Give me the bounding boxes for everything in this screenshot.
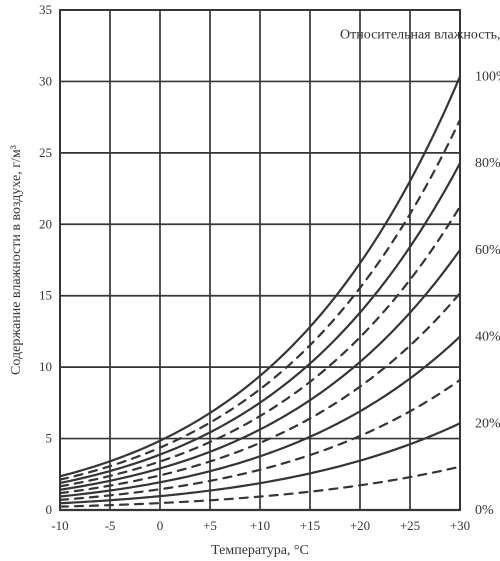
y-tick-label: 0: [46, 502, 53, 517]
y-tick-label: 25: [39, 145, 52, 160]
x-tick-label: +15: [300, 518, 320, 533]
y-axis-title: Содержание влажности в воздухе, г/м³: [9, 145, 24, 375]
rh-label-100: 100%: [475, 69, 500, 84]
rh-label-0: 0%: [475, 503, 494, 518]
x-tick-label: +10: [250, 518, 270, 533]
x-axis-title: Температура, °C: [211, 543, 309, 558]
x-tick-label: -5: [105, 518, 116, 533]
rh-header: Относительная влажность, %: [340, 28, 500, 43]
y-tick-label: 10: [39, 359, 52, 374]
x-tick-label: -10: [51, 518, 68, 533]
x-tick-label: +25: [400, 518, 420, 533]
x-tick-label: +5: [203, 518, 217, 533]
x-tick-label: +20: [350, 518, 370, 533]
y-tick-label: 15: [39, 288, 52, 303]
y-tick-label: 35: [39, 2, 52, 17]
y-tick-label: 20: [39, 216, 52, 231]
rh-label-60: 60%: [475, 243, 500, 258]
y-tick-label: 30: [39, 73, 52, 88]
rh-label-80: 80%: [475, 156, 500, 171]
x-tick-label: 0: [157, 518, 164, 533]
rh-label-20: 20%: [475, 416, 500, 431]
rh-label-40: 40%: [475, 330, 500, 345]
x-tick-label: +30: [450, 518, 470, 533]
y-tick-label: 5: [46, 431, 53, 446]
humidity-chart: -10 -5 0 +5 +10 +15 +20 +25 +30 0 5 10 15 20 25 30 35 Отн…: [0, 0, 500, 561]
